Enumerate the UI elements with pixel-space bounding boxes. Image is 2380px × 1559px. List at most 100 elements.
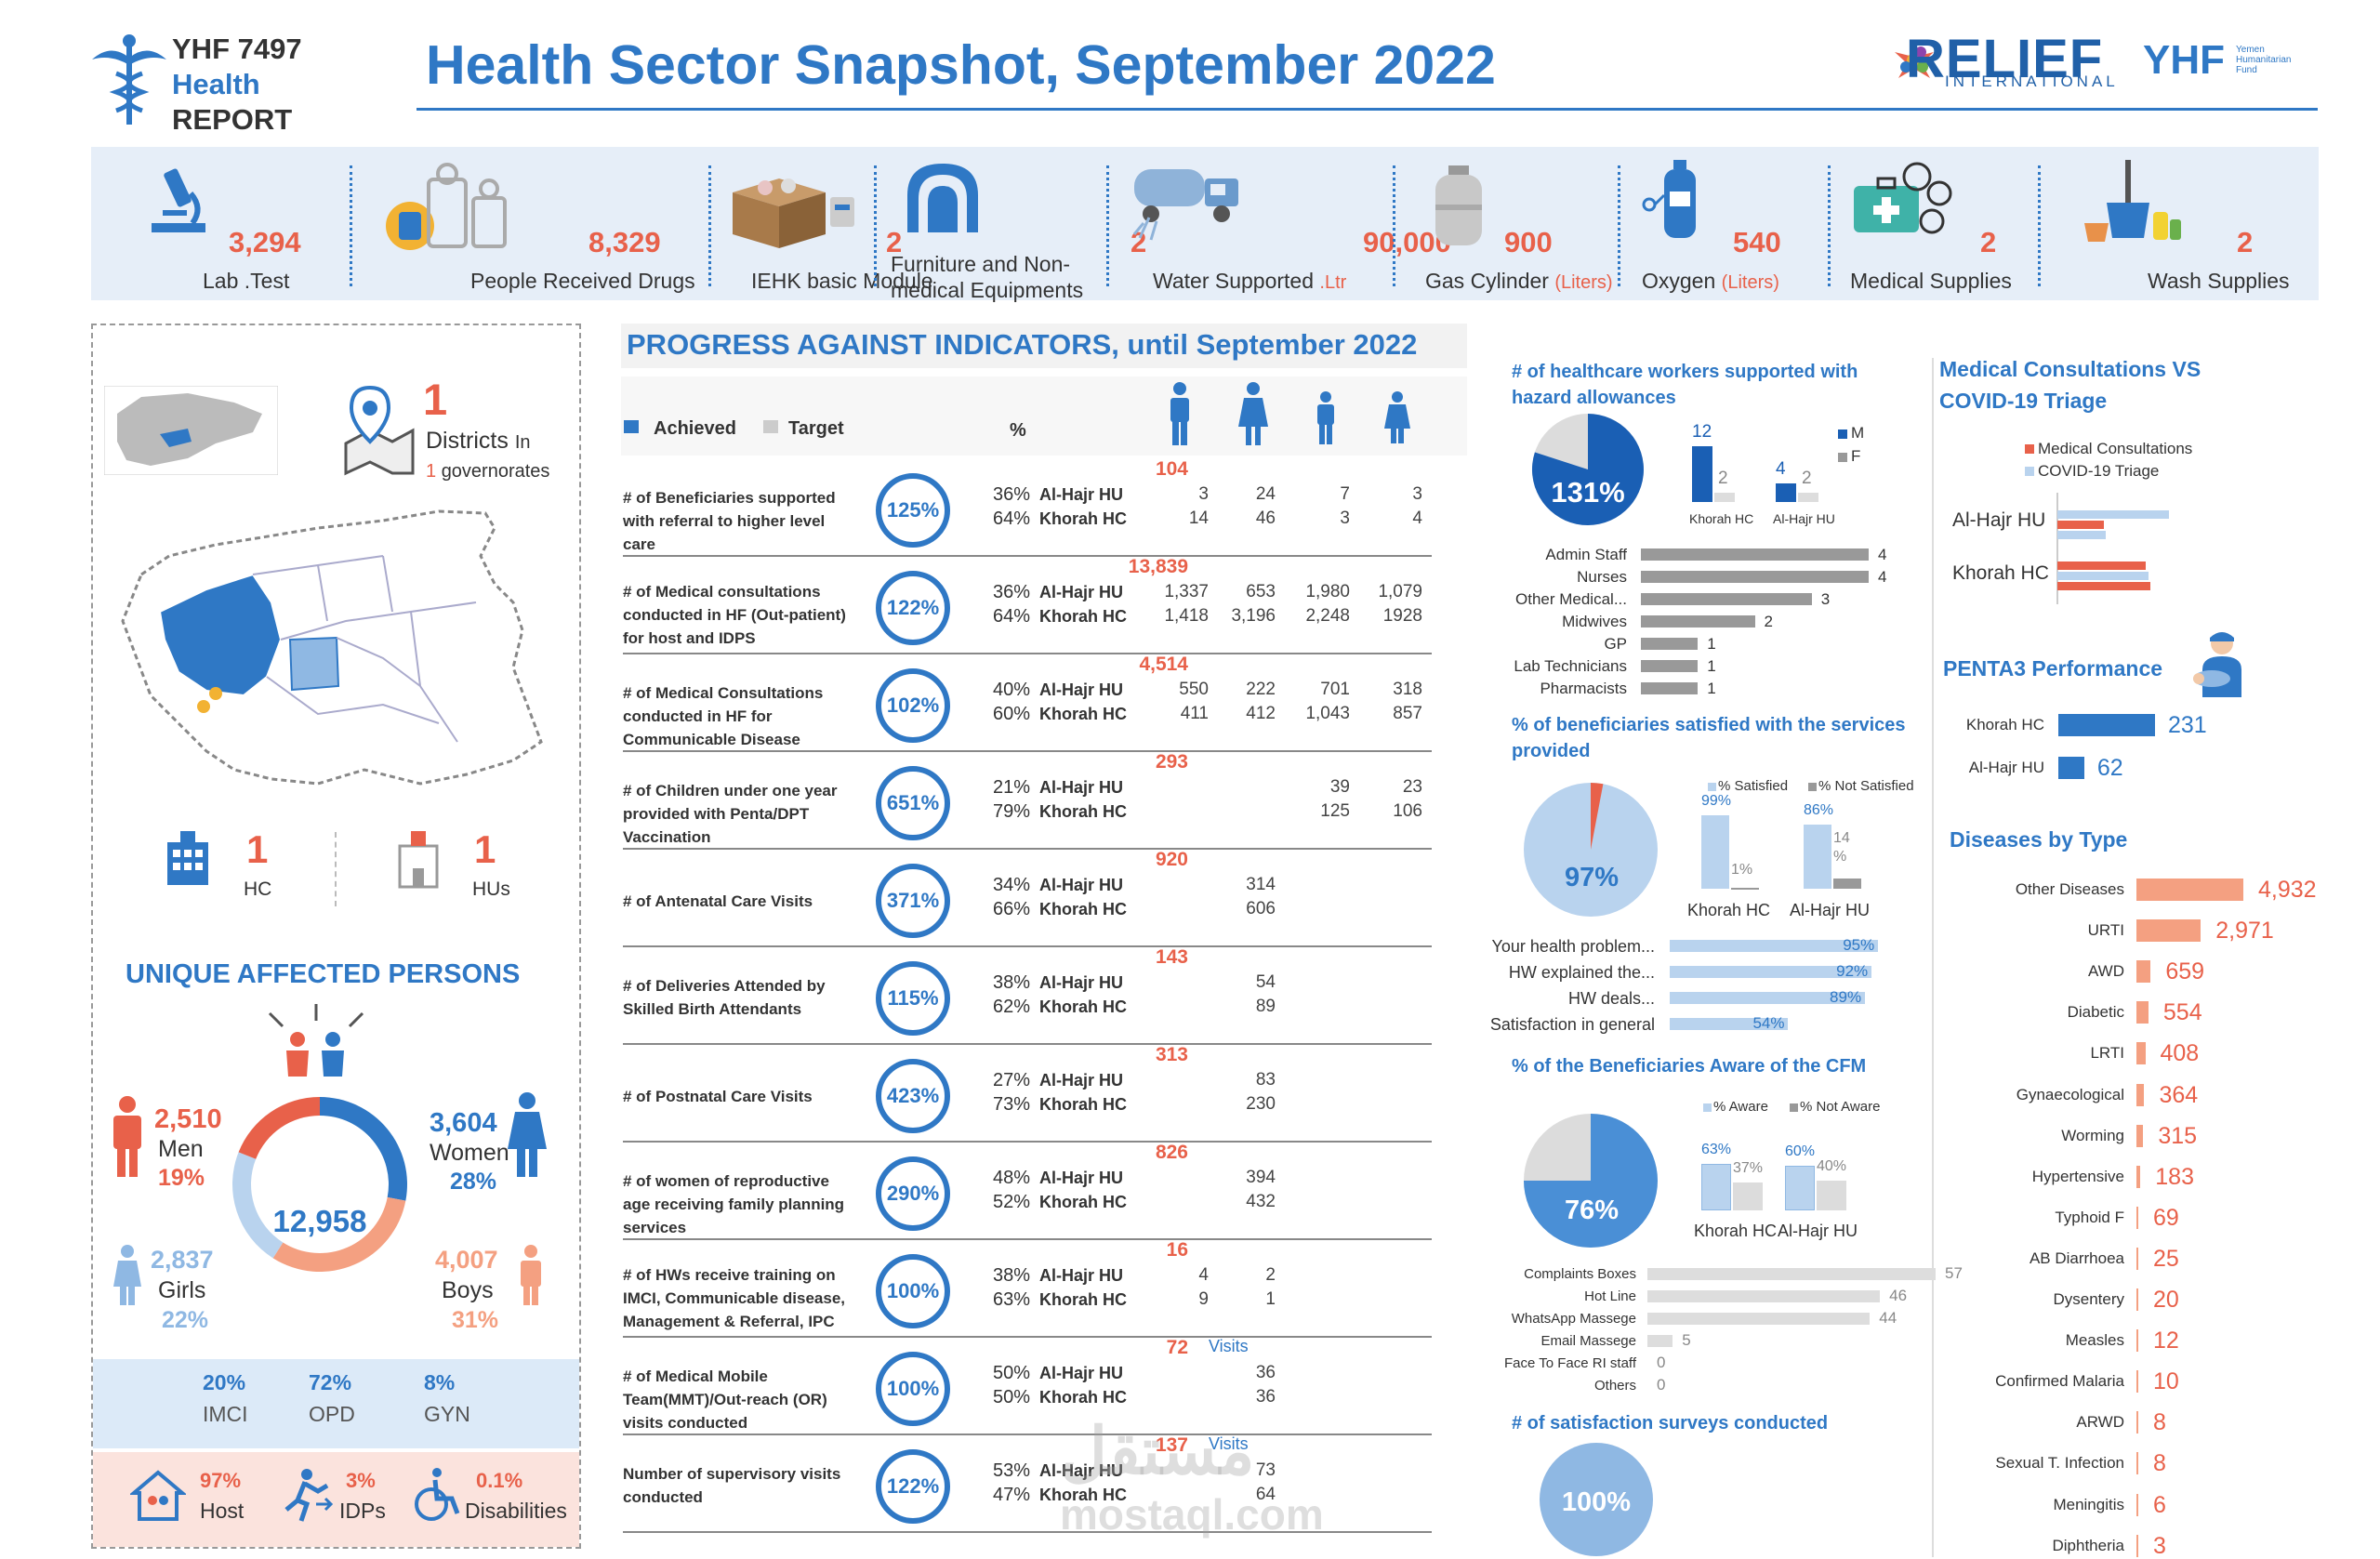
- kpi-label: Medical Supplies: [1850, 269, 2012, 293]
- site-1-pct: 48%: [992, 1168, 1030, 1188]
- site-1-count: 318: [1393, 680, 1422, 699]
- disease-bar: [2136, 919, 2202, 943]
- kpi-water: 90,000 Water Supported .Ltr: [1114, 147, 1451, 300]
- satisfied-site-label: Khorah HC: [1687, 901, 1771, 919]
- boy-icon: [521, 1245, 541, 1305]
- hazard-m-value: 4: [1776, 459, 1786, 479]
- indicator-label: # of Medical consultations conducted in …: [623, 583, 846, 647]
- kpi-label: Gas Cylinder (Liters): [1425, 268, 1613, 296]
- site-2-count: 3: [1340, 509, 1350, 528]
- yemen-locator-map: [104, 386, 278, 475]
- cfm-channel-bar: [1647, 1335, 1673, 1347]
- hc-label: HC: [244, 879, 272, 900]
- diseases-title: Diseases by Type: [1950, 827, 2128, 852]
- kpi-gas: 900 Gas Cylinder (Liters): [1397, 147, 1620, 300]
- consult-medical-bar: [2057, 582, 2150, 590]
- indicator-total: 920: [1155, 849, 1188, 870]
- disease-value: 554: [2162, 999, 2202, 1026]
- kpi-divider: [1106, 165, 1109, 286]
- site-2-count: 89: [1255, 997, 1276, 1016]
- aware-site-label: Al-Hajr HU: [1778, 1222, 1858, 1240]
- cfm-bars: 63% 37% Khorah HC 60% 40% Al-Hajr HU: [1673, 1125, 1906, 1246]
- satisfaction-item-bar: [1670, 992, 1866, 1004]
- yhf-logo-sub: Yemen Humanitarian Fund: [2236, 45, 2292, 75]
- legend-achieved: Achieved: [654, 418, 736, 439]
- hazard-bar-f: [1714, 493, 1735, 502]
- staff-bar: [1641, 615, 1755, 628]
- site-1-count: 4: [1198, 1265, 1209, 1285]
- legend-triage-swatch: [2025, 467, 2034, 476]
- gas-cylinder-icon: [1435, 165, 1482, 245]
- penta-bar: [2058, 757, 2084, 779]
- site-2-pct: 62%: [992, 997, 1030, 1017]
- site-1-name: Al-Hajr HU: [1039, 1071, 1124, 1090]
- yhf-logo: YHF: [2143, 37, 2225, 83]
- indicator-total: 137: [1155, 1434, 1188, 1456]
- kpi-label: IEHK basic Module: [751, 269, 933, 293]
- site-2-count: 125: [1320, 801, 1350, 821]
- satisfied-title: % of beneficiaries satisfied with the se…: [1512, 715, 1906, 761]
- site-2-name: Khorah HC: [1039, 802, 1127, 821]
- site-1-name: Al-Hajr HU: [1039, 583, 1124, 601]
- indicator-total: 143: [1155, 946, 1188, 968]
- district-map: [121, 509, 543, 786]
- kpi-label-text: Gas Cylinder: [1425, 269, 1555, 293]
- satisfaction-item-bar: [1670, 1018, 1789, 1030]
- site-1-pct: 38%: [992, 972, 1030, 993]
- hazard-site-label: Khorah HC: [1689, 511, 1754, 526]
- gov-label: governorates: [441, 461, 550, 482]
- consult-triage-bar: [2057, 572, 2149, 580]
- kpi-label-2: medical Equipments: [891, 278, 1084, 302]
- cfm-title: % of the Beneficiaries Aware of the CFM: [1512, 1056, 1867, 1077]
- disease-value: 183: [2155, 1163, 2194, 1190]
- service-type-strip: 20% IMCI 72% OPD 8% GYN: [93, 1359, 579, 1448]
- indicator-label: # of Medical Mobile Team(MMT)/Out-reach …: [623, 1367, 827, 1432]
- penta-title: PENTA3 Performance: [1943, 656, 2163, 680]
- opd-pct: 72%: [309, 1370, 352, 1394]
- penta-site-label: Khorah HC: [1965, 716, 2044, 733]
- satisfied-pct: 97%: [1564, 863, 1620, 892]
- idp-running-icon: [284, 1469, 334, 1522]
- consult-title-2: COVID-19 Triage: [1939, 389, 2108, 413]
- progress-row: Number of supervisory visits conducted 12…: [623, 1434, 1432, 1533]
- indicator-pct-circle: 122%: [876, 1449, 950, 1524]
- site-1-pct: 50%: [992, 1363, 1030, 1383]
- satisfaction-item-value: 54%: [1752, 1014, 1785, 1032]
- disease-value: 2,971: [2215, 918, 2274, 945]
- watermark-latin: mostaql.com: [1060, 1490, 1324, 1539]
- staff-bar: [1641, 571, 1869, 583]
- kpi-divider: [1393, 165, 1395, 286]
- staff-bar: [1641, 593, 1812, 605]
- site-2-name: Khorah HC: [1039, 1486, 1127, 1504]
- site-1-name: Al-Hajr HU: [1039, 680, 1124, 699]
- site-1-count: 39: [1329, 777, 1350, 797]
- unique-affected-title: UNIQUE AFFECTED PERSONS: [126, 959, 521, 989]
- site-2-count: 2,248: [1305, 606, 1350, 626]
- site-2-pct: 50%: [992, 1387, 1030, 1407]
- staff-label: Pharmacists: [1540, 680, 1627, 697]
- site-2-pct: 63%: [992, 1289, 1030, 1310]
- consult-site-1: Al-Hajr HU: [1952, 509, 2046, 531]
- satisfaction-item-label: Satisfaction in general: [1489, 1015, 1655, 1034]
- legend-triage: COVID-19 Triage: [2038, 462, 2160, 480]
- satisfaction-item-label: HW deals...: [1567, 989, 1655, 1008]
- oxygen-icon: [1642, 160, 1696, 238]
- governorates-row: 1 governorates: [426, 461, 549, 482]
- hc-value: 1: [246, 827, 269, 871]
- site-2-count: 46: [1255, 509, 1276, 528]
- page-title: Health Sector Snapshot, September 2022: [426, 34, 1496, 96]
- cfm-channel-label: WhatsApp Massege: [1511, 1311, 1636, 1327]
- indicator-total: 13,839: [1128, 556, 1188, 577]
- man-column-icon: [1170, 382, 1189, 445]
- idps-pct: 3%: [346, 1469, 376, 1492]
- satisfied-value: 86%: [1804, 802, 1834, 819]
- site-1-count: 3: [1412, 484, 1422, 504]
- staff-label: Lab Technicians: [1514, 657, 1627, 675]
- not-aware-bar: [1733, 1182, 1763, 1210]
- staff-value: 3: [1820, 590, 1831, 608]
- disease-value: 20: [2153, 1287, 2179, 1313]
- boys-pct: 31%: [452, 1307, 499, 1333]
- legend-m: M: [1851, 424, 1865, 442]
- surveys-circle: [1540, 1443, 1653, 1556]
- site-2-name: Khorah HC: [1039, 1095, 1127, 1114]
